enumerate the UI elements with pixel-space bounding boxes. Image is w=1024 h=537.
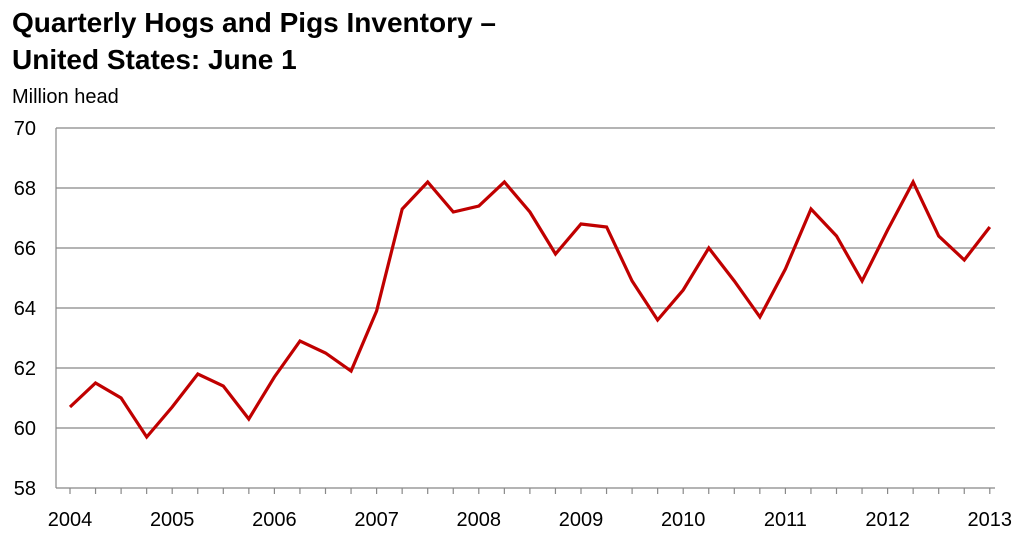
y-tick-label: 68 <box>14 178 36 200</box>
y-tick-label: 70 <box>14 118 36 140</box>
x-tick-label: 2008 <box>457 509 502 531</box>
x-tick-label: 2004 <box>48 509 93 531</box>
x-tick-label: 2005 <box>150 509 195 531</box>
x-tick-label: 2009 <box>559 509 604 531</box>
y-tick-label: 60 <box>14 418 36 440</box>
chart-title-line-2: United States: June 1 <box>12 44 297 75</box>
y-tick-label: 62 <box>14 358 36 380</box>
x-tick-label: 2007 <box>354 509 399 531</box>
x-tick-label: 2010 <box>661 509 706 531</box>
y-axis-label: Million head <box>12 86 119 108</box>
y-tick-label: 64 <box>14 298 36 320</box>
chart-title-line-1: Quarterly Hogs and Pigs Inventory – <box>12 7 496 38</box>
x-tick-label: 2012 <box>865 509 910 531</box>
y-tick-label: 66 <box>14 238 36 260</box>
y-tick-label: 58 <box>14 478 36 500</box>
x-tick-label: 2006 <box>252 509 297 531</box>
x-tick-label: 2011 <box>764 509 807 531</box>
series-line <box>68 178 992 440</box>
x-tick-label: 2013 <box>968 509 1013 531</box>
chart-title: Quarterly Hogs and Pigs Inventory – Unit… <box>12 4 496 78</box>
